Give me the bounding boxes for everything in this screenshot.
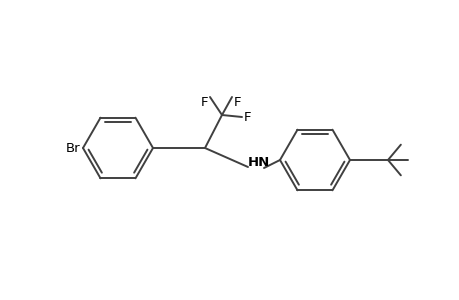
Text: HN: HN bbox=[247, 156, 270, 169]
Text: F: F bbox=[234, 96, 241, 109]
Text: F: F bbox=[243, 110, 251, 124]
Text: Br: Br bbox=[65, 142, 80, 154]
Text: F: F bbox=[200, 96, 207, 109]
